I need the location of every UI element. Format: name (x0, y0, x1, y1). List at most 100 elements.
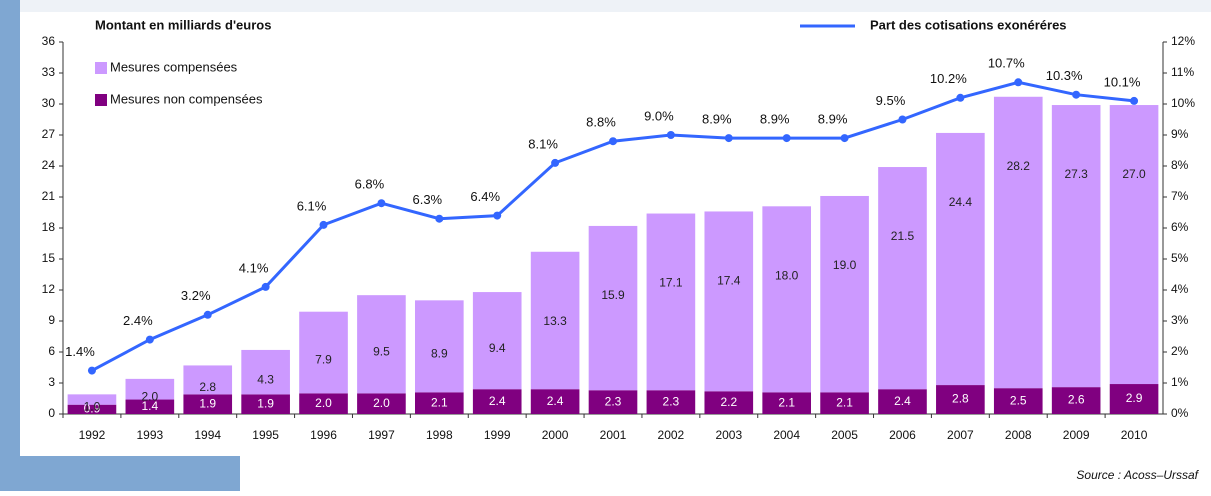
bar-value-label: 1.9 (257, 396, 274, 410)
bar (1109, 384, 1159, 414)
x-tick-label: 2004 (773, 428, 800, 442)
chart-title: Montant en milliards d'euros (95, 17, 271, 32)
bar (820, 195, 869, 393)
bar-value-label: 2.3 (663, 394, 680, 408)
x-tick-label: 1995 (252, 428, 279, 442)
top-band (0, 0, 1211, 12)
legend-swatch (95, 62, 107, 74)
line-point (1130, 96, 1139, 105)
line-value-label: 6.1% (297, 198, 327, 213)
bar-value-label: 2.6 (1068, 393, 1085, 407)
x-tick-label: 1993 (136, 428, 163, 442)
bar (993, 388, 1043, 414)
line-point (87, 366, 96, 375)
bar (183, 394, 233, 414)
bar-value-label: 17.4 (717, 274, 741, 288)
bar (704, 211, 754, 392)
y-tick-label: 24 (42, 158, 56, 172)
x-tick-label: 1996 (310, 428, 337, 442)
y2-tick-label: 8% (1171, 158, 1189, 172)
bar (936, 385, 985, 414)
bar-value-label: 2.8 (952, 392, 969, 406)
line-value-label: 6.4% (470, 189, 500, 204)
bar-value-label: 2.4 (547, 394, 564, 408)
bar-value-label: 17.1 (659, 276, 683, 290)
bar-value-label: 1.0 (84, 400, 101, 414)
x-tick-label: 2001 (600, 428, 627, 442)
line-point (1014, 78, 1023, 87)
x-tick-label: 2008 (1005, 428, 1032, 442)
y2-tick-label: 10% (1171, 96, 1195, 110)
x-tick-label: 2007 (947, 428, 974, 442)
line-value-label: 6.3% (412, 192, 442, 207)
bar-value-label: 21.5 (891, 229, 915, 243)
bar-value-label: 9.5 (373, 344, 390, 358)
bar (125, 378, 175, 400)
y-tick-label: 36 (42, 34, 56, 48)
line-value-label: 8.8% (586, 115, 616, 130)
bar-value-label: 2.2 (720, 395, 737, 409)
bar (762, 392, 811, 414)
y-tick-label: 12 (42, 282, 56, 296)
line-point (666, 131, 675, 139)
line-point (782, 134, 791, 143)
line-point (435, 214, 444, 223)
x-tick-label: 2002 (658, 428, 685, 442)
line-point (261, 282, 270, 291)
line-point (319, 220, 328, 229)
x-tick-label: 2003 (715, 428, 742, 442)
line-value-label: 3.2% (181, 288, 211, 303)
bar (415, 392, 464, 414)
y2-tick-label: 4% (1171, 282, 1189, 296)
line-value-label: 8.9% (760, 112, 790, 127)
y-tick-label: 0 (48, 406, 55, 420)
bar (878, 167, 927, 390)
line-value-label: 2.4% (123, 313, 153, 328)
line-point (203, 310, 212, 319)
bar (1051, 105, 1101, 388)
bar (704, 391, 754, 414)
legend-label: Part des cotisations exonéréres (870, 17, 1067, 32)
bar-value-label: 2.0 (315, 396, 332, 410)
y2-tick-label: 1% (1171, 375, 1189, 389)
x-tick-label: 1998 (426, 428, 453, 442)
line-value-label: 10.3% (1046, 68, 1083, 83)
bar-value-label: 8.9 (431, 346, 448, 360)
bar (646, 213, 696, 391)
bar (241, 349, 290, 395)
y-tick-label: 27 (42, 127, 56, 141)
line-value-label: 10.1% (1104, 74, 1141, 89)
bar (762, 206, 811, 393)
x-tick-label: 2006 (889, 428, 916, 442)
bar-value-label: 27.3 (1064, 167, 1088, 181)
line-value-label: 1.4% (65, 344, 95, 359)
bar (588, 225, 638, 391)
bar-value-label: 2.4 (894, 394, 911, 408)
bar (357, 393, 406, 414)
y2-tick-label: 12% (1171, 34, 1195, 48)
bar-value-label: 2.1 (836, 395, 853, 409)
y2-tick-label: 11% (1171, 65, 1194, 79)
bar-value-label: 7.9 (315, 353, 332, 367)
bar-value-label: 27.0 (1122, 167, 1146, 181)
bar (299, 311, 348, 394)
source: Source : Acoss–Urssaf (1076, 468, 1199, 482)
y-tick-label: 21 (42, 189, 56, 203)
line-point (840, 134, 849, 143)
bar (125, 399, 175, 414)
bar-value-label: 9.4 (489, 341, 506, 355)
x-tick-label: 1992 (79, 428, 106, 442)
legend-swatch (95, 94, 107, 106)
bar-value-label: 1.9 (199, 396, 216, 410)
line-point (724, 134, 733, 143)
line-value-label: 8.9% (702, 112, 732, 127)
y-tick-label: 3 (48, 375, 55, 389)
x-tick-label: 1994 (194, 428, 221, 442)
line-point (377, 199, 386, 208)
bar (1109, 105, 1159, 385)
bar-value-label: 2.5 (1010, 393, 1027, 407)
bar-value-label: 2.9 (1126, 391, 1143, 405)
y-tick-label: 33 (42, 65, 56, 79)
y-tick-label: 9 (48, 313, 55, 327)
